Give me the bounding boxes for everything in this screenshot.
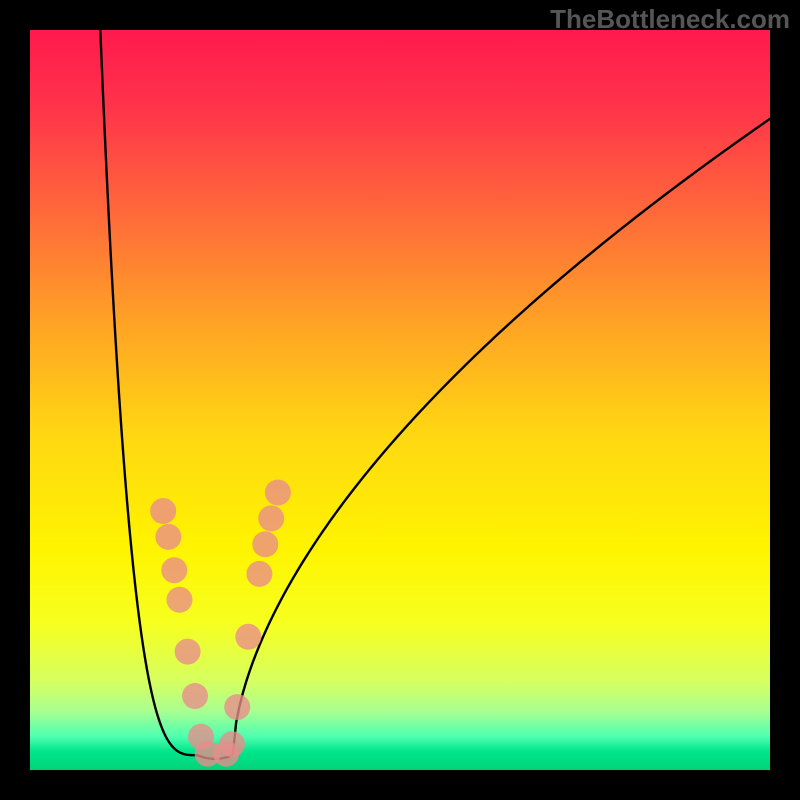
data-marker [175,639,201,665]
gradient-rect [30,30,770,770]
data-marker [258,505,284,531]
data-marker [219,731,245,757]
chart-frame: TheBottleneck.com [0,0,800,800]
watermark-text: TheBottleneck.com [550,4,790,35]
data-marker [155,524,181,550]
data-marker [252,531,278,557]
data-marker [224,694,250,720]
data-marker [235,624,261,650]
data-marker [166,587,192,613]
data-marker [265,480,291,506]
bottleneck-chart [30,30,770,770]
data-marker [150,498,176,524]
data-marker [246,561,272,587]
data-marker [161,557,187,583]
data-marker [182,683,208,709]
